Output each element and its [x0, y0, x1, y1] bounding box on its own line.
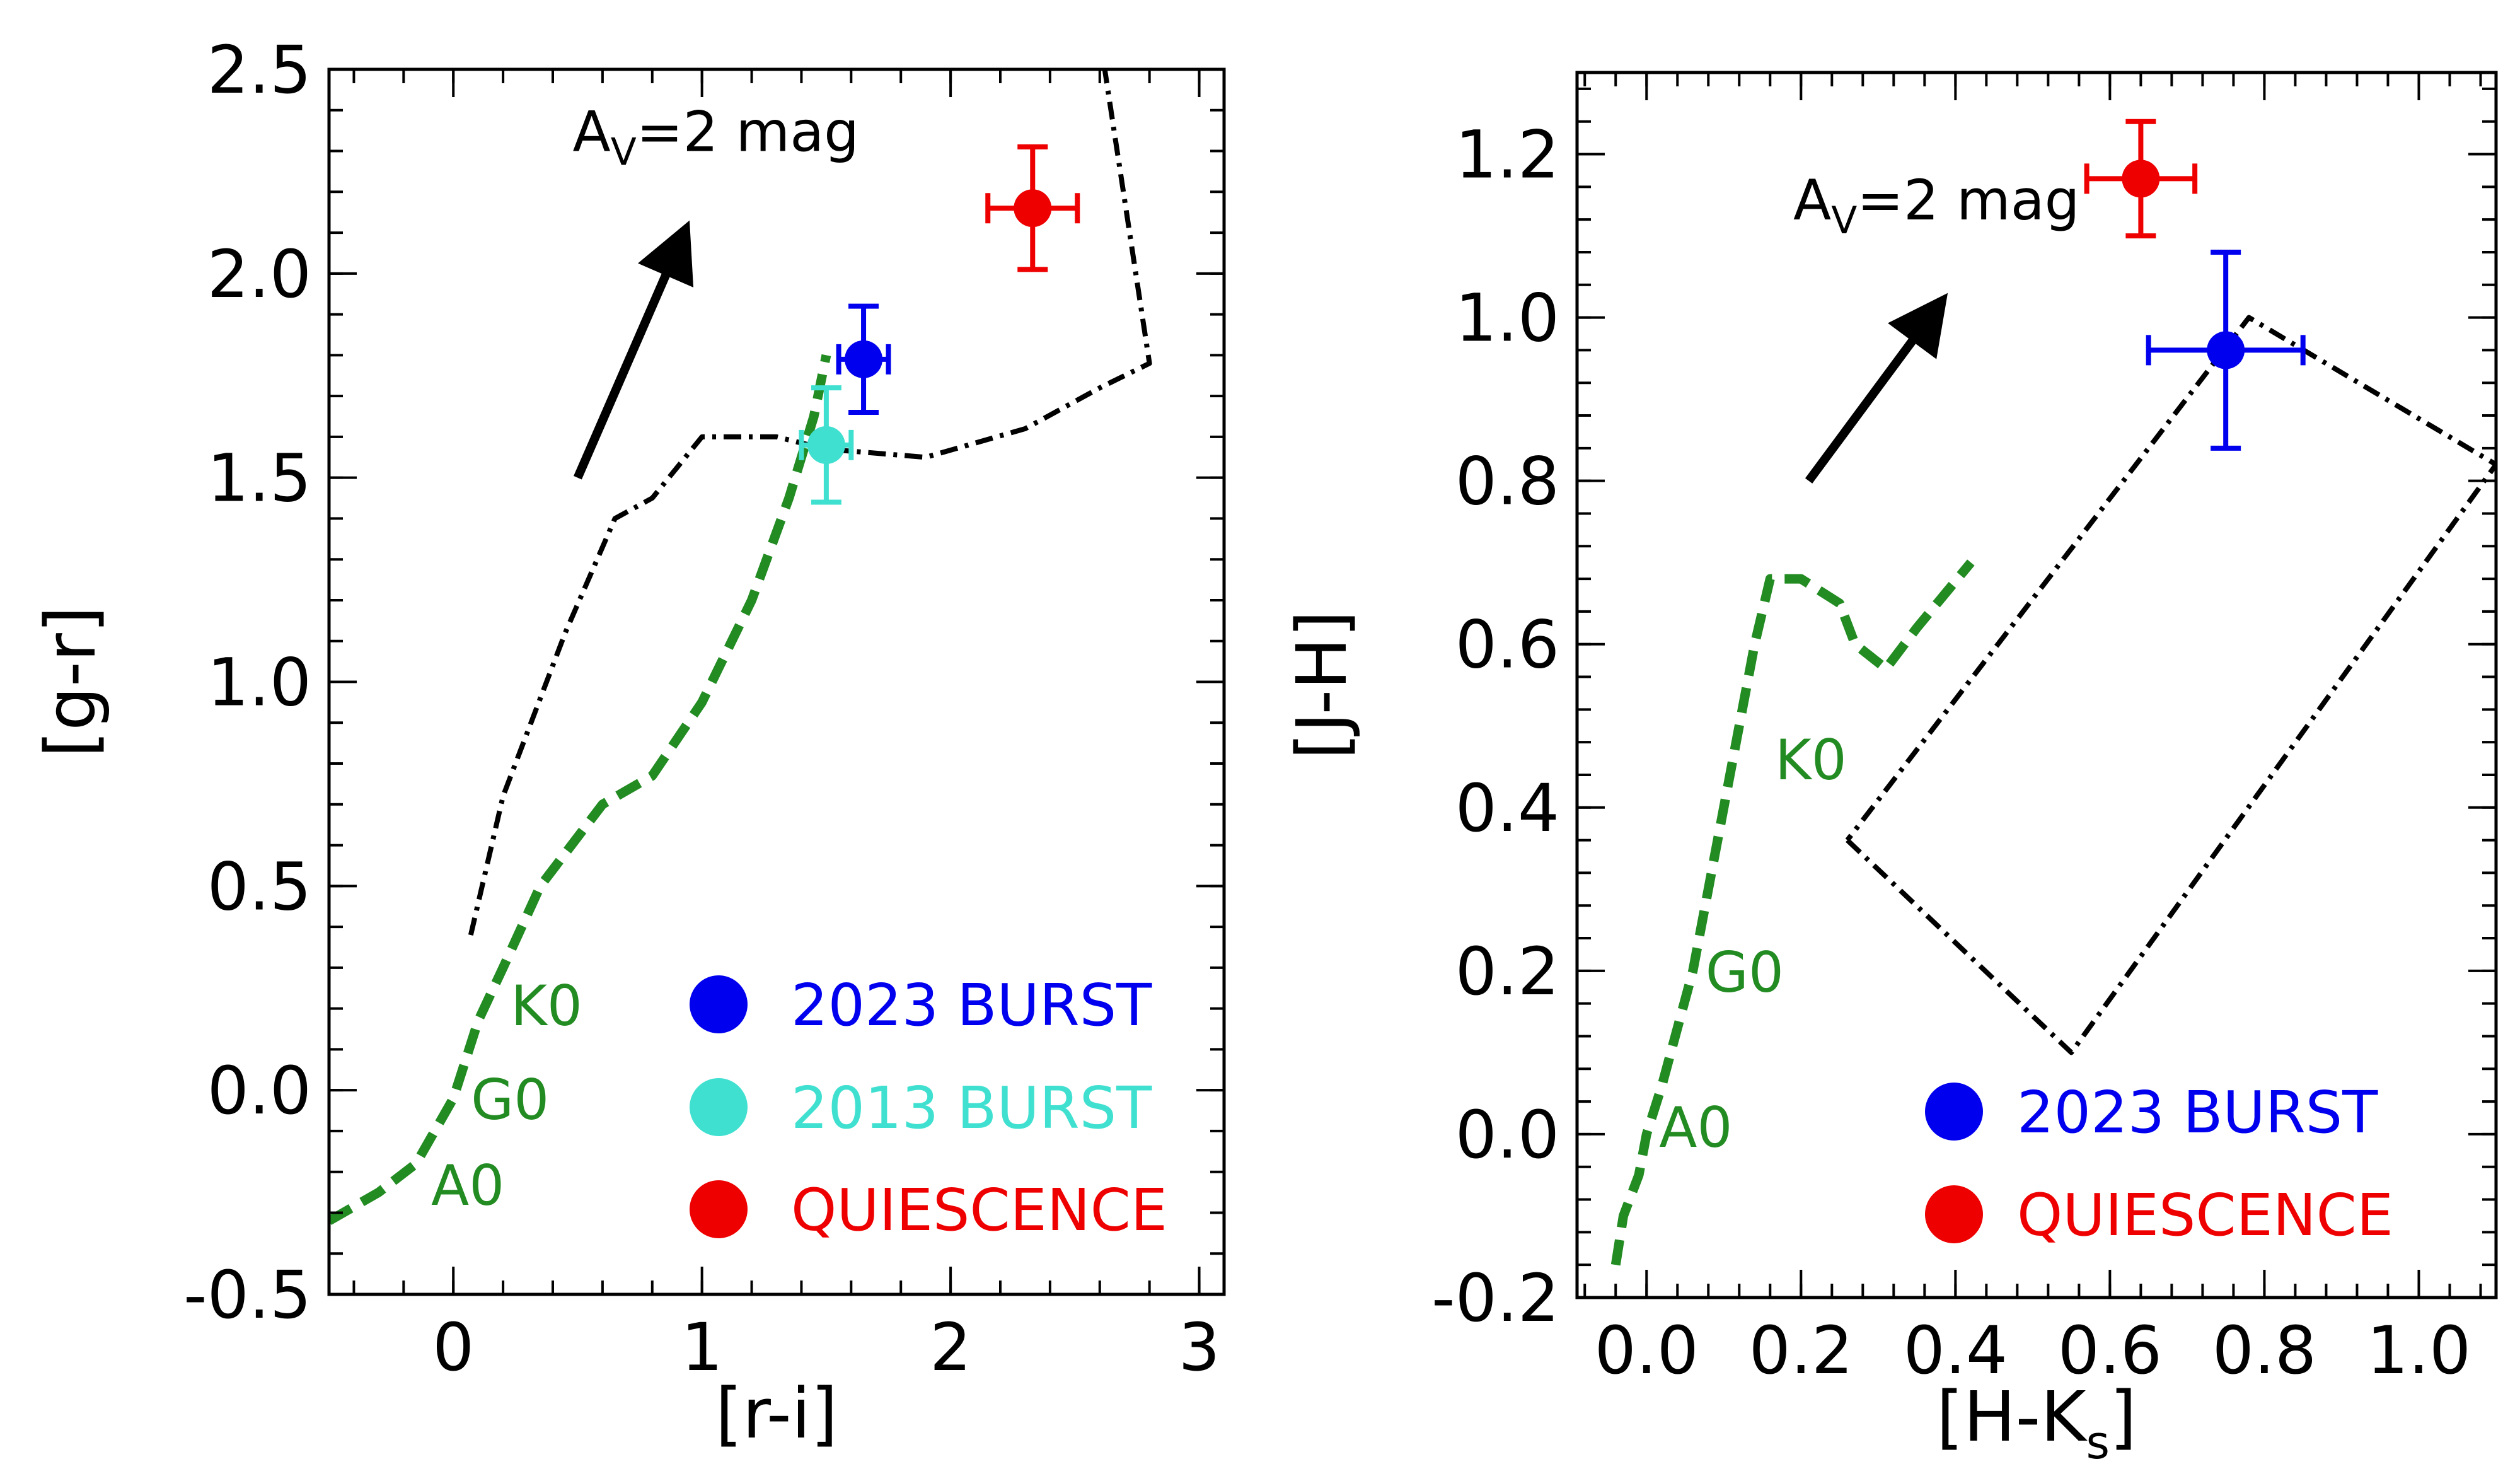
x-axis-label: [r-i] [715, 1373, 838, 1454]
legend-label-quiescence: QUIESCENCE [791, 1176, 1167, 1244]
legend-marker-quiescence [1925, 1185, 1983, 1243]
giant-branch-line [468, 69, 1152, 936]
y-tick-label: -0.2 [1431, 1260, 1559, 1337]
x-tick-label: 0.0 [1595, 1312, 1699, 1389]
data-marker [1014, 189, 1052, 228]
extinction-vector-arrowhead [638, 220, 694, 287]
x-tick-label: 0.4 [1904, 1312, 2008, 1389]
x-tick-label: 2 [930, 1309, 971, 1386]
spectral-type-label-g0: G0 [471, 1067, 549, 1132]
plot-area [329, 69, 1152, 1225]
extinction-vector-shaft [1805, 334, 1919, 484]
y-tick-label: 1.0 [1455, 280, 1559, 357]
y-tick-label: 1.2 [1455, 117, 1559, 194]
y-tick-label: 0.6 [1455, 607, 1559, 683]
spectral-type-label-g0: G0 [1706, 940, 1784, 1005]
y-tick-label: 0.0 [1455, 1096, 1559, 1173]
y-tick-label: 2.0 [207, 236, 311, 313]
spectral-type-label-k0: K0 [1775, 728, 1847, 793]
y-tick-label: 0.5 [207, 848, 311, 925]
y-tick-label: 1.5 [207, 440, 311, 517]
y-tick-label: 0.8 [1455, 443, 1559, 520]
x-tick-label: 0.6 [2058, 1312, 2162, 1389]
main-sequence-line [329, 354, 831, 1225]
axes-frame [1575, 71, 2498, 1299]
giant-branch-line [1845, 315, 2496, 1055]
data-point-2013-burst [799, 385, 854, 505]
data-point-quiescence [2084, 119, 2198, 239]
legend-marker-quiescence [690, 1180, 748, 1238]
legend-marker-2023-burst [690, 975, 748, 1033]
data-point-2023-burst [836, 303, 891, 415]
legend-marker-2013-burst [690, 1078, 748, 1136]
x-tick-label: 0.2 [1749, 1312, 1853, 1389]
x-tick-label: 0 [432, 1309, 474, 1386]
main-sequence-line [1610, 559, 1975, 1266]
y-tick-label: 1.0 [207, 644, 311, 721]
extinction-vector-arrowhead [1887, 293, 1948, 359]
spectral-type-label-k0: K0 [511, 973, 582, 1038]
x-tick-label: 3 [1178, 1309, 1220, 1386]
x-tick-label: 0.8 [2212, 1312, 2316, 1389]
legend-label-2023-burst: 2023 BURST [791, 972, 1152, 1039]
data-marker [2122, 160, 2160, 198]
data-marker [2207, 331, 2245, 369]
legend-label-2023-burst: 2023 BURST [2017, 1079, 2378, 1146]
data-marker [845, 340, 883, 378]
data-point-quiescence [985, 144, 1080, 272]
right-panel-jh-vs-hk: 0.0 0.2 0.4 0.6 0.8 1.0 -0.2 0.0 0.2 0.4 0.6 0.8 1.0… [1281, 71, 2498, 1469]
y-tick-label: 0.4 [1455, 770, 1559, 847]
y-tick-label: 0.2 [1455, 933, 1559, 1010]
y-tick-label: 2.5 [207, 32, 311, 108]
legend-marker-2023-burst [1925, 1083, 1983, 1141]
legend-label-quiescence: QUIESCENCE [2017, 1182, 2393, 1249]
plot-area [1610, 315, 2496, 1266]
spectral-type-label-a0: A0 [1659, 1095, 1732, 1160]
y-axis-label: [g-r] [30, 606, 111, 758]
extinction-vector-shaft [574, 269, 672, 480]
y-axis-label: [J-H] [1281, 610, 1362, 760]
x-axis-label: [H-Ks] [1936, 1376, 2137, 1469]
extinction-vector-label: AV=2 mag [573, 100, 859, 175]
spectral-type-label-a0: A0 [431, 1153, 504, 1218]
extinction-vector-label: AV=2 mag [1793, 168, 2079, 243]
legend-label-2013-burst: 2013 BURST [791, 1074, 1152, 1142]
y-tick-label: 0.0 [207, 1052, 311, 1129]
x-tick-label: 1.0 [2367, 1312, 2471, 1389]
x-tick-label: 1 [681, 1309, 723, 1386]
data-marker [807, 426, 845, 464]
y-tick-label: -0.5 [183, 1257, 311, 1333]
left-panel-gr-vs-ri: 0 1 2 3 -0.5 0.0 0.5 1.0 1.5 2.0 2.5 [r-i] [g-r] K0 G0… [30, 32, 1226, 1454]
data-point-2023-burst [2146, 249, 2306, 451]
